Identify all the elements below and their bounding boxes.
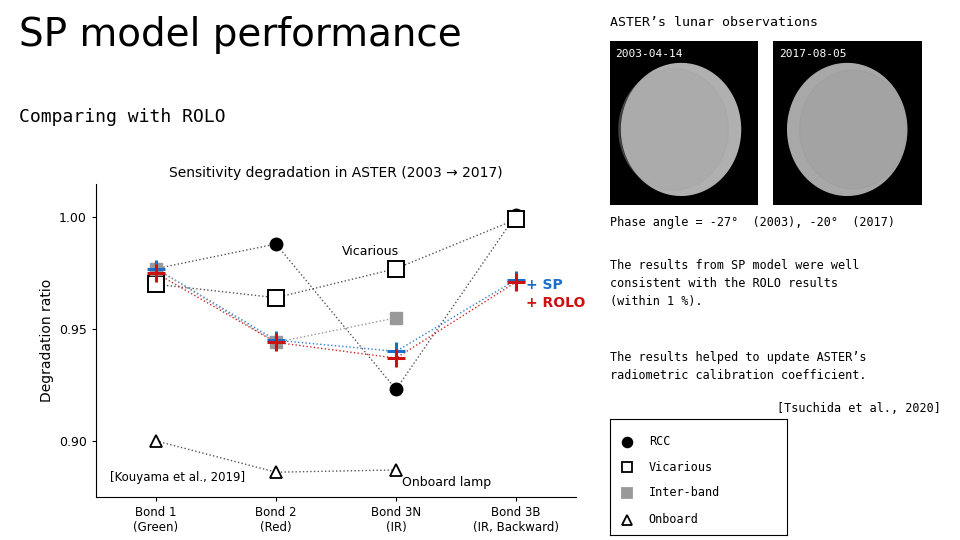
Title: Sensitivity degradation in ASTER (2003 → 2017): Sensitivity degradation in ASTER (2003 →… (169, 166, 503, 180)
Text: Inter-band: Inter-band (649, 487, 720, 500)
Text: Onboard lamp: Onboard lamp (402, 476, 492, 489)
Text: SP model performance: SP model performance (19, 16, 462, 54)
Polygon shape (788, 64, 906, 195)
Text: Vicarious: Vicarious (342, 245, 399, 258)
Text: 2003-04-14: 2003-04-14 (615, 49, 684, 59)
Text: [Kouyama et al., 2019]: [Kouyama et al., 2019] (110, 471, 246, 484)
Text: + SP: + SP (526, 279, 563, 292)
Text: 2017-08-05: 2017-08-05 (779, 49, 847, 59)
Text: The results helped to update ASTER’s
radiometric calibration coefficient.: The results helped to update ASTER’s rad… (610, 351, 866, 382)
Text: Onboard: Onboard (649, 513, 699, 526)
Polygon shape (619, 69, 729, 190)
Polygon shape (800, 70, 906, 188)
Polygon shape (621, 64, 740, 195)
Text: Comparing with ROLO: Comparing with ROLO (19, 108, 226, 126)
Text: [Tsuchida et al., 2020]: [Tsuchida et al., 2020] (777, 402, 941, 415)
Text: + ROLO: + ROLO (526, 296, 585, 310)
Text: ASTER’s lunar observations: ASTER’s lunar observations (610, 16, 818, 29)
Text: Phase angle = -27°  (2003), -20°  (2017): Phase angle = -27° (2003), -20° (2017) (610, 216, 895, 229)
Text: The results from SP model were well
consistent with the ROLO results
(within 1 %: The results from SP model were well cons… (610, 259, 859, 308)
Text: Vicarious: Vicarious (649, 461, 712, 474)
Text: RCC: RCC (649, 435, 670, 448)
Y-axis label: Degradation ratio: Degradation ratio (39, 279, 54, 402)
